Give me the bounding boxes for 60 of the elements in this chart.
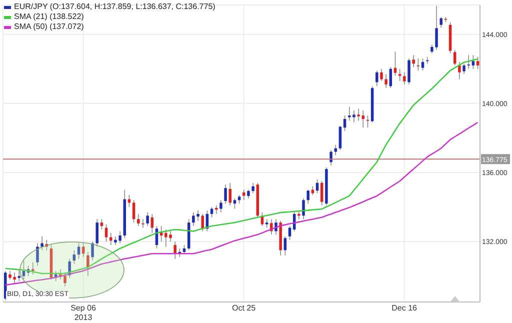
candlestick xyxy=(109,232,112,246)
legend-label: SMA (50) (137.072) xyxy=(14,22,84,32)
candlestick xyxy=(96,218,98,248)
candlestick xyxy=(146,212,149,226)
x-tick-label: Sep 06 xyxy=(70,303,96,312)
x-tick-label: Dec 16 xyxy=(392,303,418,312)
candlestick xyxy=(86,252,90,276)
candlestick xyxy=(320,180,324,206)
candlestick xyxy=(233,198,236,210)
candlestick xyxy=(357,108,360,122)
x-tick-label: Oct 25 xyxy=(232,303,256,312)
candlestick xyxy=(91,241,94,261)
candlestick xyxy=(242,189,246,201)
candlestick xyxy=(458,62,461,80)
candlestick xyxy=(421,58,424,72)
candlestick xyxy=(142,218,144,228)
candlestick xyxy=(32,262,34,275)
candlestick xyxy=(100,218,104,230)
candlestick xyxy=(472,54,475,70)
candlestick xyxy=(82,242,85,258)
candlestick xyxy=(252,182,254,194)
candlestick xyxy=(352,110,356,123)
candlestick xyxy=(467,54,470,70)
candlestick xyxy=(380,68,383,82)
candlestick xyxy=(302,198,305,220)
candlestick xyxy=(36,242,39,266)
candlestick xyxy=(412,54,415,68)
candlestick xyxy=(440,16,442,28)
candlestick xyxy=(376,70,378,87)
line-series xyxy=(4,122,478,286)
legend-label: SMA (21) (138.522) xyxy=(14,12,84,22)
candlestick xyxy=(476,56,480,70)
candlestick xyxy=(453,49,456,66)
candlestick xyxy=(228,182,232,206)
candlestick xyxy=(18,270,21,282)
candlestick xyxy=(72,250,76,264)
candlestick xyxy=(408,58,410,85)
candlestick xyxy=(306,189,310,204)
candlestick xyxy=(220,200,222,213)
candlestick xyxy=(403,72,406,85)
text: 2013 xyxy=(73,313,94,322)
candlestick xyxy=(77,242,80,260)
candlestick xyxy=(224,184,227,204)
candlestick xyxy=(394,51,397,76)
candlestick xyxy=(40,236,44,251)
candlestick xyxy=(330,150,332,166)
candlestick xyxy=(150,214,154,234)
candlestick xyxy=(137,214,140,226)
candlestick xyxy=(416,58,420,72)
candlestick xyxy=(334,144,337,156)
candlestick xyxy=(362,110,364,128)
candlestick xyxy=(284,236,287,256)
candlestick xyxy=(398,68,402,82)
candlestick xyxy=(338,125,342,150)
candlestick xyxy=(384,74,388,88)
candlestick xyxy=(174,241,176,260)
candlestick xyxy=(201,214,204,232)
candlestick xyxy=(132,200,136,223)
legend-label: EUR/JPY (O:137.604, H:137.859, L:136.637, C:136.775) xyxy=(14,2,216,12)
candlestick xyxy=(462,63,466,74)
